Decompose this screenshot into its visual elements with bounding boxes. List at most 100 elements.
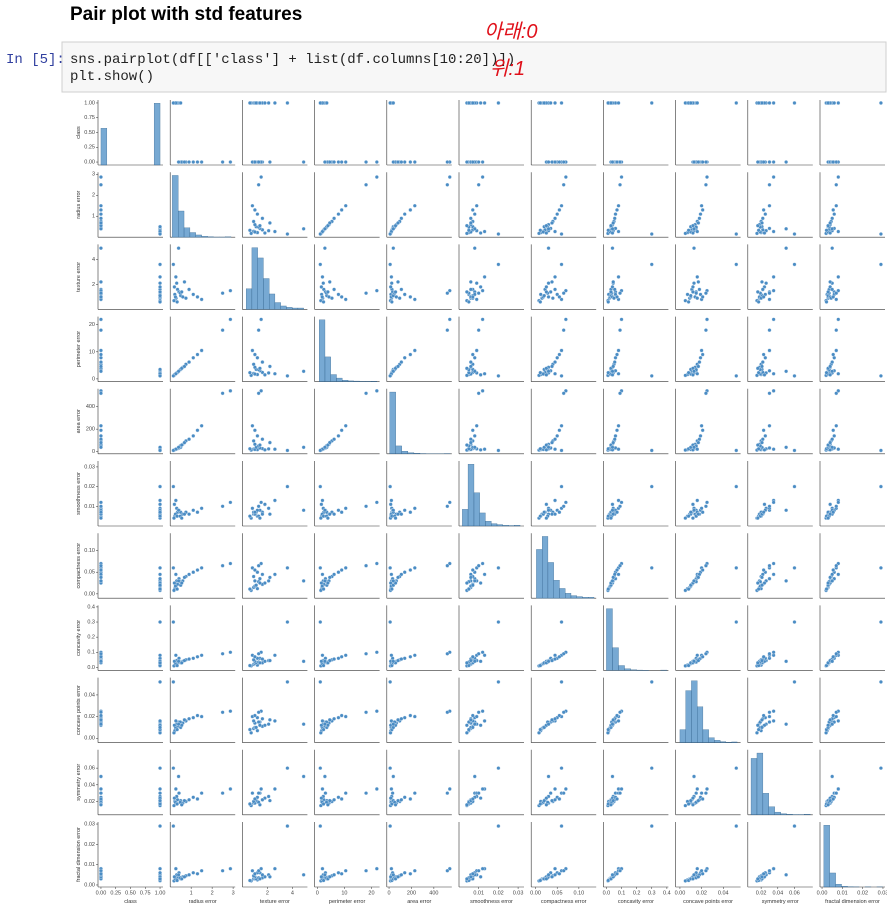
scatter-point [609,289,613,294]
x-tick-label: 0.01 [473,890,484,896]
scatter-point [734,620,739,624]
x-axis-label: perimeter error [329,899,366,905]
scatter-point [343,868,348,873]
scatter-point [319,581,324,585]
scatter-point [482,653,487,658]
y-tick-label: 1 [92,214,95,220]
scatter-point [285,766,290,771]
scatter-point [767,868,772,873]
scatter-point [557,294,562,299]
scatter-point [557,207,562,212]
scatter-point [542,798,547,803]
scatter-point [445,710,450,715]
histogram-bar [768,806,775,815]
histogram-bar [697,706,704,743]
scatter-point [834,182,839,187]
scatter-point [408,871,413,876]
scatter-point [828,717,833,722]
scatter-point [563,787,568,791]
scatter-point [195,352,200,357]
histogram-bar [624,668,631,671]
scatter-point [734,824,739,829]
scatter-point [322,508,327,513]
scatter-point [99,175,103,179]
scatter-point [831,568,836,572]
scatter-point [703,182,708,187]
scatter-point [696,512,701,517]
scatter-point [408,294,413,299]
scatter-point [175,663,180,668]
scatter-point [172,659,177,664]
scatter-point [256,328,261,333]
scatter-point [611,575,616,580]
scatter-point [695,274,700,279]
scatter-point [761,654,766,659]
scatter-point [649,824,654,829]
scatter-point [172,803,176,808]
histogram-bar [485,521,492,527]
y-tick-label: 0.2 [87,635,95,641]
histogram-bar [835,884,842,888]
scatter-point [828,220,833,225]
scatter-point [476,710,481,715]
scatter-point [322,659,327,664]
scatter-point [612,287,617,292]
scatter-point [318,101,323,105]
scatter-point [220,791,225,796]
scatter-point [158,274,162,279]
scatter-point [771,650,776,655]
scatter-point [266,101,271,105]
histogram-bar [630,669,637,671]
scatter-point [256,868,261,873]
scatter-point [553,360,557,365]
scatter-point [158,660,162,665]
scatter-point [468,360,473,365]
scatter-point [762,372,767,377]
y-axis-label: radius error [76,190,82,218]
code-cell[interactable] [61,41,887,93]
scatter-point [320,653,325,658]
scatter-point [550,220,554,225]
scatter-point [412,506,417,511]
scatter-point [610,231,615,235]
x-axis-label: compactness error [541,899,587,905]
scatter-point [374,866,379,871]
scatter-point [447,500,452,505]
scatter-point [195,510,200,515]
scatter-point [496,679,501,684]
scatter-point [470,352,475,357]
histogram-bar [153,103,161,166]
scatter-point [176,659,181,664]
scatter-point [257,516,262,521]
scatter-point [191,160,196,164]
scatter-point [339,207,344,212]
scatter-point [318,565,323,570]
scatter-point [830,226,835,231]
scatter-point [318,448,323,453]
scatter-point [266,446,271,451]
scatter-point [472,578,477,583]
scatter-point [692,369,696,374]
x-axis-label: area error [407,899,431,905]
scatter-point [470,583,475,588]
scatter-point [700,294,705,299]
histogram-bar [172,175,179,238]
scatter-point [99,291,103,296]
scatter-point [388,101,393,105]
scatter-point [690,796,695,801]
scatter-point [830,445,835,450]
scatter-point [836,229,841,234]
scatter-point [771,718,776,723]
scatter-point [546,246,551,251]
scatter-point [762,723,767,728]
histogram-bar [319,319,326,382]
x-tick-label: 10 [341,890,347,896]
scatter-point [831,510,836,515]
scatter-point [99,216,103,221]
scatter-point [260,657,265,662]
scatter-point [99,710,103,715]
scatter-point [176,508,181,513]
scatter-point [267,220,272,225]
scatter-point [191,870,196,875]
histogram-bar [407,452,415,454]
